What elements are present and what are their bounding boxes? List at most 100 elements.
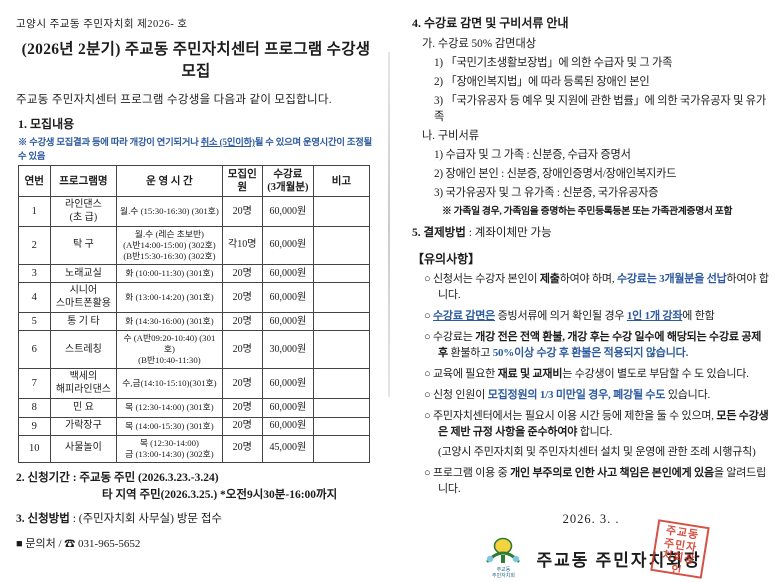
section2-apply-period: 2. 신청기간 : 주교동 주민 (2026.3.23.-3.24) 타 지역 … bbox=[16, 470, 376, 505]
cell-time: 목 (14:00-15:30) (301호) bbox=[116, 416, 223, 436]
notice-item: ○ 수강료는 개강 전은 전액 환불, 개강 후는 수강 일수에 해당되는 수강… bbox=[424, 330, 762, 359]
document-number: 고양시 주교동 주민자치회 제2026- 호 bbox=[16, 19, 188, 30]
notice-item: ○ 신청 인원이 모집정원의 1/3 미만일 경우, 폐강될 수도 있습니다. bbox=[424, 388, 711, 401]
discount-item: 3) 「국가유공자 등 예우 및 지원에 관한 법률」에 의한 국가유공자 및 … bbox=[434, 95, 766, 123]
cell-fee: 60,000원 bbox=[261, 416, 314, 436]
cell-name: 가락장구 bbox=[49, 416, 118, 436]
cell-time: 화 (10:00-11:30) (301호) bbox=[116, 264, 223, 284]
cell-time: 화 (14:30-16:00) (301호) bbox=[116, 312, 223, 332]
document-item: 1) 수급자 및 그 가족 : 신분증, 수급자 증명서 bbox=[434, 149, 631, 161]
program-table-head-row: 연번 프로그램명 운 영 시 간 모집인원 수강료 (3개월분) 비고 bbox=[18, 164, 371, 198]
table-row: 7 백세의 해피라인댄스 수,금(14:10-15:10)(301호) 20명 60,0… bbox=[18, 368, 371, 400]
notice-item: ○ 신청서는 수강자 본인이 제출하여야 하며, 수강료는 3개월분을 선납하여… bbox=[424, 273, 769, 301]
cell-note bbox=[312, 196, 371, 228]
cell-name: 시니어 스마트폰활용 bbox=[49, 282, 118, 314]
cell-capacity: 20명 bbox=[221, 264, 263, 284]
notice-heading: 【유의사항】 bbox=[412, 252, 481, 266]
cell-name: 스트레칭 bbox=[49, 330, 118, 370]
cell-no: 2 bbox=[18, 226, 51, 266]
cell-capacity: 20명 bbox=[221, 368, 263, 400]
cell-capacity: 20명 bbox=[221, 398, 263, 418]
cell-note bbox=[312, 434, 371, 463]
table-row: 6 스트레칭 수 (A반09:20-10:40) (301호) (B반10:40-1… bbox=[18, 330, 371, 370]
cell-note bbox=[312, 226, 371, 266]
cell-fee: 60,000원 bbox=[261, 312, 314, 332]
discount-item: 1) 「국민기초생활보장법」에 의한 수급자 및 그 가족 bbox=[434, 57, 673, 69]
cell-capacity: 각10명 bbox=[221, 226, 263, 266]
cell-capacity: 20명 bbox=[221, 282, 263, 314]
cell-no: 7 bbox=[18, 368, 51, 400]
column-header: 비고 bbox=[312, 164, 371, 198]
cell-no: 6 bbox=[18, 330, 51, 370]
cell-name: 민 요 bbox=[49, 398, 118, 418]
document-item: 2) 장애인 본인 : 신분증, 장애인증명서/장애인복지카드 bbox=[434, 168, 677, 180]
cell-time: 수 (A반09:20-10:40) (301호) (B반10:40-11:30) bbox=[116, 330, 223, 370]
cell-fee: 60,000원 bbox=[261, 264, 314, 284]
program-table: 연번 프로그램명 운 영 시 간 모집인원 수강료 (3개월분) 비고 1 라인댄스 (초 … bbox=[18, 164, 371, 463]
notice-regulation-ref: (고양시 주민자치회 및 주민자치센터 설치 및 운영에 관한 조례 시행규칙) bbox=[438, 446, 756, 459]
cell-capacity: 20명 bbox=[221, 416, 263, 436]
cell-no: 8 bbox=[18, 398, 51, 418]
notice-item: ○ 교육에 필요한 재료 및 교재비는 수강생이 별도로 부담할 수 도 있습니… bbox=[424, 367, 749, 380]
discount-item: 2) 「장애인복지법」에 따라 등록된 장애인 본인 bbox=[434, 76, 650, 88]
table-row: 9 가락장구 목 (14:00-15:30) (301호) 20명 60,000원 bbox=[18, 416, 371, 436]
cell-capacity: 20명 bbox=[221, 196, 263, 228]
date-line: 2026. 3. . bbox=[562, 512, 620, 527]
org-logo: 주교동 주민자치회 bbox=[480, 537, 526, 580]
apply-period-line2: 타 지역 주민(2026.3.25.) *오전9시30분-16:00까지 bbox=[102, 488, 338, 501]
cell-note bbox=[312, 312, 371, 332]
cell-capacity: 20명 bbox=[221, 330, 263, 370]
cell-name: 통 기 타 bbox=[49, 312, 118, 332]
table-row: 3 노래교실 화 (10:00-11:30) (301호) 20명 60,000원 bbox=[18, 264, 371, 284]
cell-note bbox=[312, 264, 371, 284]
discount-target-heading: 가. 수강료 50% 감면대상 bbox=[422, 38, 537, 50]
column-header: 프로그램명 bbox=[49, 164, 118, 198]
section1-heading: 1. 모집내용 bbox=[18, 117, 75, 131]
cell-fee: 60,000원 bbox=[261, 368, 314, 400]
cell-fee: 30,000원 bbox=[261, 330, 314, 370]
section3-apply-method: 3. 신청방법 : (주민자치회 사무실) 방문 접수 bbox=[16, 513, 223, 526]
cell-note bbox=[312, 398, 371, 418]
cell-note bbox=[312, 416, 371, 436]
cell-no: 4 bbox=[18, 282, 51, 314]
cell-no: 10 bbox=[18, 434, 51, 463]
org-logo-caption: 주교동 주민자치회 bbox=[491, 568, 515, 580]
notice-item: ○ 주민자치센터에서는 필요시 이용 시간 등에 제한을 둘 수 있으며, 모든… bbox=[424, 409, 769, 438]
cell-name: 백세의 해피라인댄스 bbox=[49, 368, 118, 400]
program-table-body: 1 라인댄스 (초 급) 월.수 (15:30-16:30) (301호) 20명 60… bbox=[18, 196, 371, 463]
documents-heading: 나. 구비서류 bbox=[422, 130, 480, 142]
column-header: 모집인원 bbox=[221, 164, 263, 198]
cell-time: 목 (12:30-14:00) (301호) bbox=[116, 398, 223, 418]
official-seal: 주교동 주민자치회장인 bbox=[650, 519, 710, 579]
notice-item: ○ 프로그램 이용 중 개인 부주의로 인한 사고 책임은 본인에게 있음을 알… bbox=[424, 467, 767, 496]
section5-payment: 5. 결제방법 : 계좌이체만 가능 bbox=[412, 227, 552, 239]
cell-name: 노래교실 bbox=[49, 264, 118, 284]
page-2: 4. 수강료 감면 및 구비서류 안내 가. 수강료 50% 감면대상 1) 「… bbox=[390, 0, 780, 579]
table-row: 10 사물놀이 목 (12:30-14:00) 금 (13:00-14:30) (3… bbox=[18, 434, 371, 463]
cell-no: 3 bbox=[18, 264, 51, 284]
column-header: 운 영 시 간 bbox=[116, 164, 223, 198]
apply-period-line1: 2. 신청기간 : 주교동 주민 (2026.3.23.-3.24) bbox=[16, 471, 219, 484]
family-note: ※ 가족일 경우, 가족임을 증명하는 주민등록등본 또는 가족관계증명서 포함 bbox=[442, 206, 733, 217]
page-1: 고양시 주교동 주민자치회 제2026- 호 (2026년 2분기) 주교동 주… bbox=[0, 0, 390, 550]
cell-time: 수,금(14:10-15:10)(301호) bbox=[116, 368, 223, 400]
table-row: 1 라인댄스 (초 급) 월.수 (15:30-16:30) (301호) 20명 60… bbox=[18, 196, 371, 228]
cell-capacity: 20명 bbox=[221, 434, 263, 463]
cell-name: 사물놀이 bbox=[49, 434, 118, 463]
cell-note bbox=[312, 282, 371, 314]
intro-text: 주교동 주민자치센터 프로그램 수강생을 다음과 같이 모집합니다. bbox=[16, 94, 332, 106]
cell-no: 1 bbox=[18, 196, 51, 228]
cell-name: 탁 구 bbox=[49, 226, 118, 266]
cell-note bbox=[312, 368, 371, 400]
document-item: 3) 국가유공자 및 그 유가족 : 신분증, 국가유공자증 bbox=[434, 187, 659, 199]
page-title: (2026년 2분기) 주교동 주민자치센터 프로그램 수강생 모집 bbox=[21, 41, 371, 80]
cell-note bbox=[312, 330, 371, 370]
cell-fee: 60,000원 bbox=[261, 398, 314, 418]
cell-fee: 45,000원 bbox=[261, 434, 314, 463]
cell-time: 목 (12:30-14:00) 금 (13:00-14:30) (302호) bbox=[116, 434, 223, 463]
contact-line: ■ 문의처 / ☎ 031-965-5652 bbox=[16, 538, 141, 551]
cell-capacity: 20명 bbox=[221, 312, 263, 332]
notice-item: ○ 수강료 감면은 증빙서류에 의거 확인될 경우 1인 1개 강좌에 한함 bbox=[424, 309, 715, 322]
